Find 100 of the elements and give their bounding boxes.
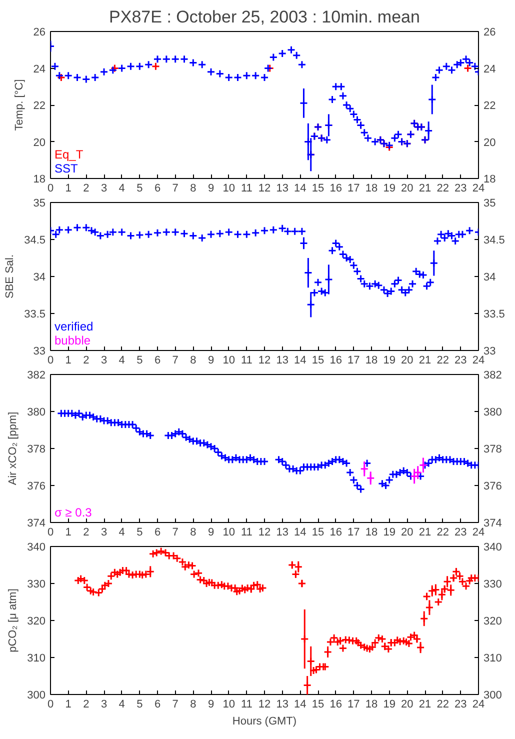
y2-tick-label: 310 <box>484 652 502 664</box>
x-tick-label: 22 <box>436 182 449 194</box>
x-tick-label: 18 <box>365 698 378 710</box>
x-tick-label: 6 <box>154 698 161 710</box>
x-tick-label: 14 <box>294 526 306 538</box>
x-tick-label: 14 <box>294 182 306 194</box>
x-tick-label: 12 <box>258 354 271 366</box>
x-tick-label: 5 <box>136 354 143 366</box>
x-tick-label: 2 <box>83 182 90 194</box>
x-tick-label: 13 <box>276 698 288 710</box>
text: SST <box>54 162 79 176</box>
y2-tick-label: 35 <box>484 198 496 210</box>
x-tick-label: 10 <box>222 698 235 710</box>
y2-tick-label: 26 <box>484 26 496 38</box>
x-tick-label: 4 <box>118 526 125 538</box>
x-tick-label: 1 <box>65 698 72 710</box>
x-tick-label: 13 <box>276 182 288 194</box>
y2-tick-label: 33 <box>484 346 496 358</box>
x-tick-label: 20 <box>401 526 414 538</box>
x-tick-label: 11 <box>240 182 252 194</box>
x-tick-label: 16 <box>330 526 342 538</box>
x-tick-label: 14 <box>294 698 306 710</box>
x-tick-label: 8 <box>190 182 196 194</box>
y-tick-label: 330 <box>27 578 46 590</box>
x-tick-label: 18 <box>365 526 378 538</box>
y-tick-label: 24 <box>33 63 46 76</box>
x-tick-label: 3 <box>100 182 108 194</box>
text: Eq_T <box>54 148 84 162</box>
x-tick-label: 12 <box>258 698 271 710</box>
y-tick-label: 33.5 <box>24 308 46 320</box>
x-tick-label: 7 <box>172 698 178 710</box>
x-tick-label: 7 <box>172 182 178 194</box>
x-tick-label: 18 <box>365 354 378 366</box>
x-tick-label: 6 <box>154 182 161 194</box>
x-tick-label: 21 <box>418 526 432 538</box>
text: σ ≥ 0.3 <box>54 506 92 520</box>
x-tick-label: 15 <box>312 354 324 366</box>
x-tick-label: 24 <box>472 354 485 366</box>
x-tick-label: 12 <box>258 182 271 194</box>
y-tick-label: 33 <box>33 346 46 358</box>
y2-tick-label: 378 <box>484 444 502 456</box>
x-tick-label: 6 <box>154 526 161 538</box>
y-tick-label: 320 <box>27 616 46 628</box>
x-tick-label: 19 <box>383 526 396 538</box>
y-tick-label: 34 <box>33 272 46 284</box>
x-tick-label: 9 <box>208 354 214 366</box>
x-tick-label: 13 <box>276 354 288 366</box>
x-tick-label: 0 <box>47 698 54 710</box>
x-tick-label: 14 <box>294 354 306 366</box>
y-tick-label: 34.5 <box>24 234 46 246</box>
y2-tick-label: 380 <box>484 406 502 418</box>
x-tick-label: 23 <box>454 354 467 366</box>
x-tick-label: 10 <box>222 182 235 194</box>
y2-tick-label: 34 <box>484 272 496 284</box>
point <box>464 64 472 72</box>
x-tick-label: 17 <box>348 354 360 366</box>
x-tick-label: 24 <box>472 698 485 710</box>
y2-tick-label: 300 <box>484 690 502 702</box>
x-tick-label: 0 <box>47 526 54 538</box>
x-tick-label: 22 <box>436 526 449 538</box>
x-tick-label: 16 <box>330 698 342 710</box>
y2-tick-label: 22 <box>484 100 496 112</box>
y2-tick-label: 376 <box>484 480 502 492</box>
x-tick-label: 1 <box>65 354 72 366</box>
x-tick-label: 9 <box>208 526 214 538</box>
x-tick-label: 22 <box>436 698 449 710</box>
y2-tick-label: 20 <box>484 136 496 149</box>
x-tick-label: 1 <box>65 182 72 194</box>
y-tick-label: 374 <box>27 518 46 530</box>
x-tick-label: 0 <box>47 182 54 194</box>
x-tick-label: 17 <box>348 526 360 538</box>
text: verified <box>54 320 94 334</box>
x-tick-label: 23 <box>454 698 467 710</box>
y-tick-label: 378 <box>27 444 46 456</box>
x-tick-label: 23 <box>454 526 467 538</box>
y-tick-label: 340 <box>27 542 46 554</box>
y2-tick-label: 320 <box>484 616 502 628</box>
y2-tick-label: 33.5 <box>484 308 505 320</box>
y-axis-title: Temp. [°C] <box>13 79 26 131</box>
x-tick-label: 2 <box>83 354 90 366</box>
x-tick-label: 4 <box>118 354 125 366</box>
x-tick-label: 24 <box>472 526 485 538</box>
x-tick-label: 19 <box>383 698 396 710</box>
x-tick-label: 16 <box>330 182 342 194</box>
x-tick-label: 19 <box>383 354 396 366</box>
x-tick-label: 5 <box>136 698 143 710</box>
x-tick-label: 21 <box>418 182 432 194</box>
y-axis-title: SBE Sal. <box>4 254 16 299</box>
x-tick-label: 20 <box>401 354 414 366</box>
y2-tick-label: 34.5 <box>484 234 505 246</box>
y2-tick-label: 374 <box>484 518 502 530</box>
x-tick-label: 17 <box>348 698 360 710</box>
y-tick-label: 380 <box>27 406 46 418</box>
x-tick-label: 2 <box>83 526 90 538</box>
x-tick-label: 22 <box>436 354 449 366</box>
x-tick-label: 0 <box>47 354 54 366</box>
x-tick-label: 21 <box>418 354 432 366</box>
x-tick-label: 15 <box>312 182 324 194</box>
x-tick-label: 6 <box>154 354 161 366</box>
y-tick-label: 310 <box>27 652 46 664</box>
